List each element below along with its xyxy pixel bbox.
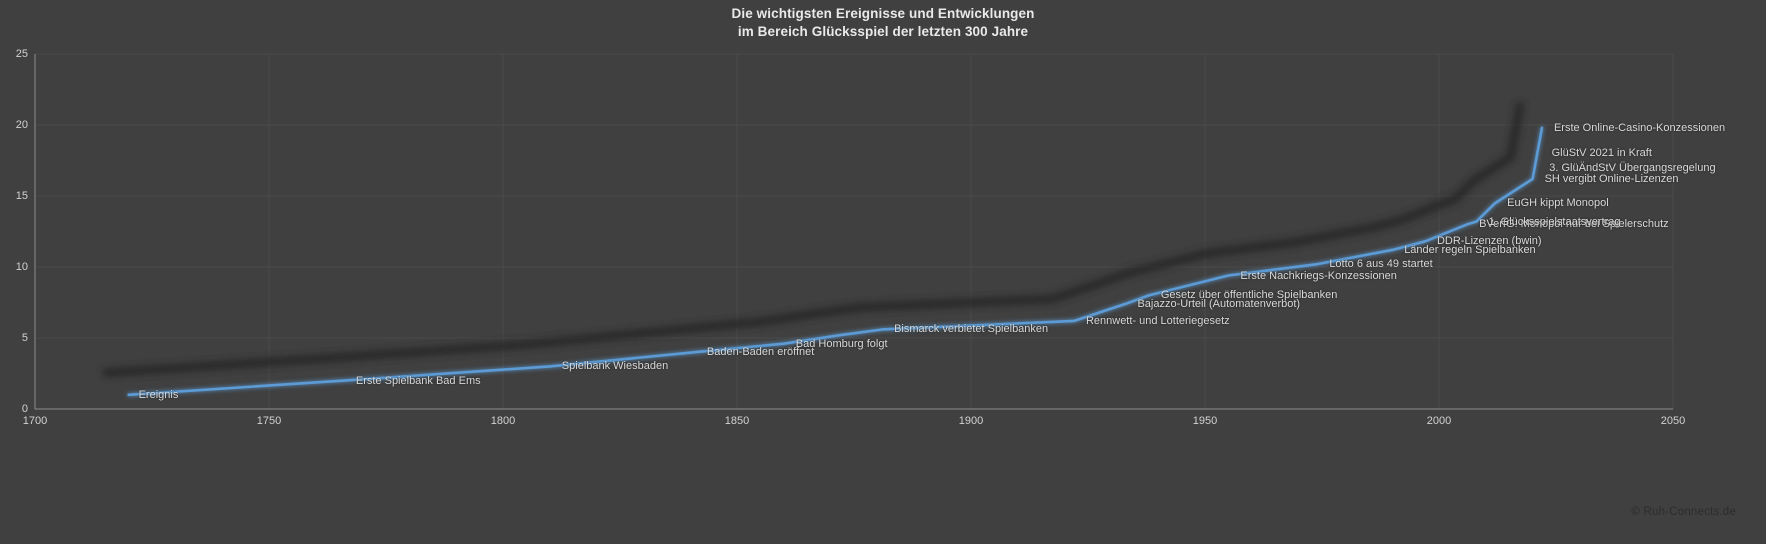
y-tick-0: 0 <box>21 402 28 415</box>
x-tick-1700: 1700 <box>22 415 48 427</box>
data-point-label: Rennwett- und Lotteriegesetz <box>1085 314 1230 327</box>
data-point-label: Gesetz über öffentliche Spielbanken <box>1160 289 1338 302</box>
y-tick-20: 20 <box>15 118 28 131</box>
data-point-label: DDR-Lizenzen (bwin) <box>1436 235 1542 248</box>
data-point-label: Erste Nachkriegs-Konzessionen <box>1240 269 1397 282</box>
data-point-label: SH vergibt Online-Lizenzen <box>1544 172 1679 185</box>
x-tick-1850: 1850 <box>724 415 750 427</box>
credit-text: © Ruh-Connects.de <box>1631 506 1736 518</box>
data-point-label: Erste Spielbank Bad Ems <box>355 374 481 387</box>
x-tick-1900: 1900 <box>958 415 984 427</box>
data-point-label: Lotto 6 aus 49 startet <box>1329 258 1433 271</box>
x-tick-2000: 2000 <box>1426 415 1452 427</box>
x-tick-1800: 1800 <box>490 415 516 427</box>
series-layer <box>102 101 1544 397</box>
data-point-label: EuGH kippt Monopol <box>1507 197 1609 210</box>
x-tick-1950: 1950 <box>1192 415 1218 427</box>
data-point-label: Bismarck verbietet Spielbanken <box>894 323 1049 336</box>
series-shadow <box>102 101 1525 378</box>
data-point-label: BVerfG: Monopol nur bei Spielerschutz <box>1479 218 1669 231</box>
series-line-ereignis <box>127 126 1544 397</box>
data-point-label: GlüStV 2021 in Kraft <box>1551 147 1652 160</box>
data-point-label: Länder regeln Spielbanken <box>1404 243 1536 256</box>
y-tick-5: 5 <box>21 331 28 344</box>
data-point-label: Bad Homburg folgt <box>795 337 888 350</box>
x-tick-2050: 2050 <box>1660 415 1686 427</box>
data-point-label: Bajazzo-Urteil (Automatenverbot) <box>1137 297 1301 310</box>
y-tick-25: 25 <box>15 47 28 60</box>
chart-title: Die wichtigsten Ereignisse und Entwicklu… <box>731 6 1035 39</box>
y-tick-15: 15 <box>15 189 28 202</box>
data-point-label: Baden-Baden eröffnet <box>706 346 815 359</box>
data-point-label: 1. Glücksspielstaatsvertrag <box>1488 215 1621 228</box>
x-tick-1750: 1750 <box>256 415 282 427</box>
y-tick-10: 10 <box>15 260 28 273</box>
data-point-label: Erste Online-Casino-Konzessionen <box>1553 121 1726 134</box>
data-point-label: Ereignis <box>138 388 179 401</box>
gridlines <box>34 53 1674 410</box>
data-point-label: Spielbank Wiesbaden <box>561 360 669 373</box>
plot-area: Ereignis Erste Spielbank Bad Ems Spielbank… <box>34 53 1725 410</box>
data-point-label: 3. GlüÄndStV Übergangsregelung <box>1549 161 1716 174</box>
